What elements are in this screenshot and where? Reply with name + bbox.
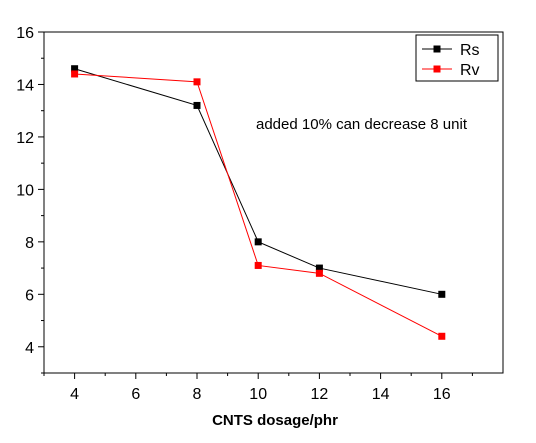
data-point-rs bbox=[438, 290, 446, 298]
y-axis-ticks: 4 6 8 10 12 14 16 bbox=[16, 25, 44, 374]
data-point-rs bbox=[315, 264, 323, 272]
series-line-rs bbox=[74, 68, 442, 295]
x-tick-label: 8 bbox=[193, 386, 202, 403]
data-point-rs bbox=[193, 101, 201, 109]
data-point-rv bbox=[438, 332, 446, 340]
data-point-rv bbox=[71, 70, 79, 78]
x-tick-label: 16 bbox=[433, 386, 451, 403]
legend-item-rs: Rs bbox=[422, 42, 480, 59]
legend-label-rv: Rv bbox=[460, 62, 480, 79]
series-rv bbox=[71, 70, 446, 340]
series-line-rv bbox=[74, 73, 443, 337]
legend-item-rv: Rv bbox=[422, 62, 480, 79]
plot-frame bbox=[43, 31, 504, 374]
x-tick-label: 4 bbox=[70, 386, 79, 403]
series-rs bbox=[71, 65, 446, 298]
series-layer bbox=[71, 65, 446, 340]
x-tick-label: 10 bbox=[249, 386, 267, 403]
x-tick-label: 6 bbox=[131, 386, 140, 403]
data-point-rv bbox=[193, 78, 201, 86]
data-point-rs bbox=[71, 65, 79, 73]
y-tick-label: 16 bbox=[16, 25, 34, 42]
legend-marker-rs bbox=[433, 45, 441, 53]
legend-box bbox=[415, 34, 499, 82]
y-tick-label: 14 bbox=[16, 77, 34, 94]
data-point-rv bbox=[254, 261, 262, 269]
y-tick-label: 6 bbox=[25, 287, 34, 304]
legend: Rs Rv bbox=[415, 34, 499, 82]
annotation-text: added 10% can decrease 8 unit bbox=[256, 116, 468, 133]
x-axis-ticks: 4 6 8 10 12 14 16 bbox=[43, 373, 473, 403]
y-tick-label: 8 bbox=[25, 235, 34, 252]
x-tick-label: 12 bbox=[311, 386, 329, 403]
data-point-rs bbox=[254, 238, 262, 246]
x-axis-title: CNTS dosage/phr bbox=[212, 412, 338, 429]
legend-marker-rv bbox=[433, 65, 441, 73]
y-tick-label: 4 bbox=[25, 340, 34, 357]
y-tick-label: 12 bbox=[16, 130, 34, 147]
legend-label-rs: Rs bbox=[460, 42, 480, 59]
x-tick-label: 14 bbox=[372, 386, 390, 403]
y-tick-label: 10 bbox=[16, 182, 34, 199]
data-point-rv bbox=[315, 269, 323, 277]
